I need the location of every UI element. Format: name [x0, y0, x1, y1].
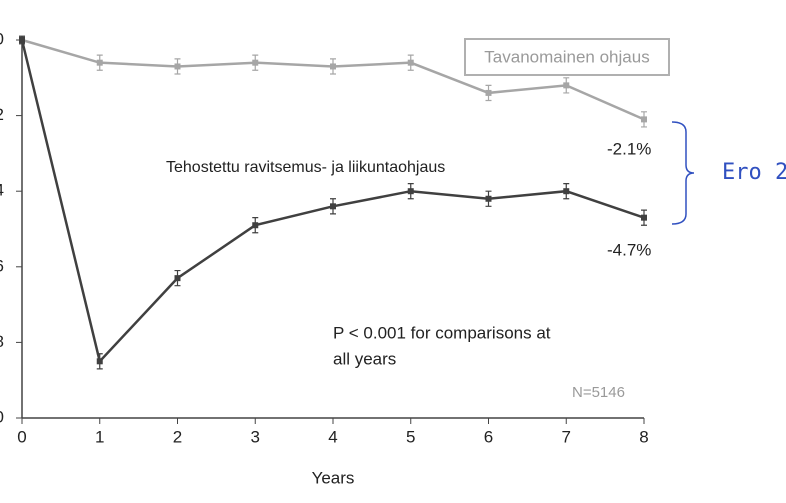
point	[563, 188, 570, 195]
annotation: -4.7%	[607, 240, 651, 259]
point	[641, 116, 647, 123]
point	[641, 214, 647, 221]
annotation: Ero 2	[722, 160, 786, 185]
x-tick-label: 1	[95, 427, 104, 446]
point	[174, 275, 181, 282]
point	[407, 188, 414, 195]
series-label: Tehostettu ravitsemus- ja liikuntaohjaus	[166, 159, 445, 176]
legend-label: Tavanomainen ohjaus	[484, 47, 649, 66]
x-tick-label: 6	[484, 427, 493, 446]
annotation: -2.1%	[607, 139, 651, 158]
point	[563, 82, 570, 89]
bracket	[671, 121, 695, 225]
x-tick-label: 3	[251, 427, 260, 446]
x-tick-label: 4	[328, 427, 337, 446]
note-line: P < 0.001 for comparisons at	[333, 323, 551, 342]
point	[485, 89, 492, 96]
point	[407, 59, 414, 66]
annotation: N=5146	[572, 384, 625, 401]
y-tick-label: 0	[0, 29, 4, 48]
point	[252, 222, 259, 229]
point	[19, 37, 25, 43]
x-tick-label: 7	[562, 427, 571, 446]
point	[252, 59, 259, 66]
point	[330, 203, 336, 210]
y-tick-label: -4	[0, 181, 4, 200]
point	[96, 358, 103, 365]
x-axis-label: Years	[312, 468, 355, 487]
y-tick-label: -2	[0, 105, 4, 124]
y-tick-label: -8	[0, 332, 4, 351]
point	[485, 195, 492, 202]
y-tick-label: -10	[0, 407, 4, 426]
x-tick-label: 2	[173, 427, 182, 446]
point	[96, 59, 103, 66]
legend-box	[464, 38, 670, 76]
x-tick-label: 8	[639, 427, 648, 446]
point	[174, 63, 181, 70]
x-tick-label: 5	[406, 427, 415, 446]
note-line: all years	[333, 349, 396, 368]
y-tick-label: -6	[0, 256, 4, 275]
x-tick-label: 0	[17, 427, 26, 446]
point	[330, 63, 336, 70]
